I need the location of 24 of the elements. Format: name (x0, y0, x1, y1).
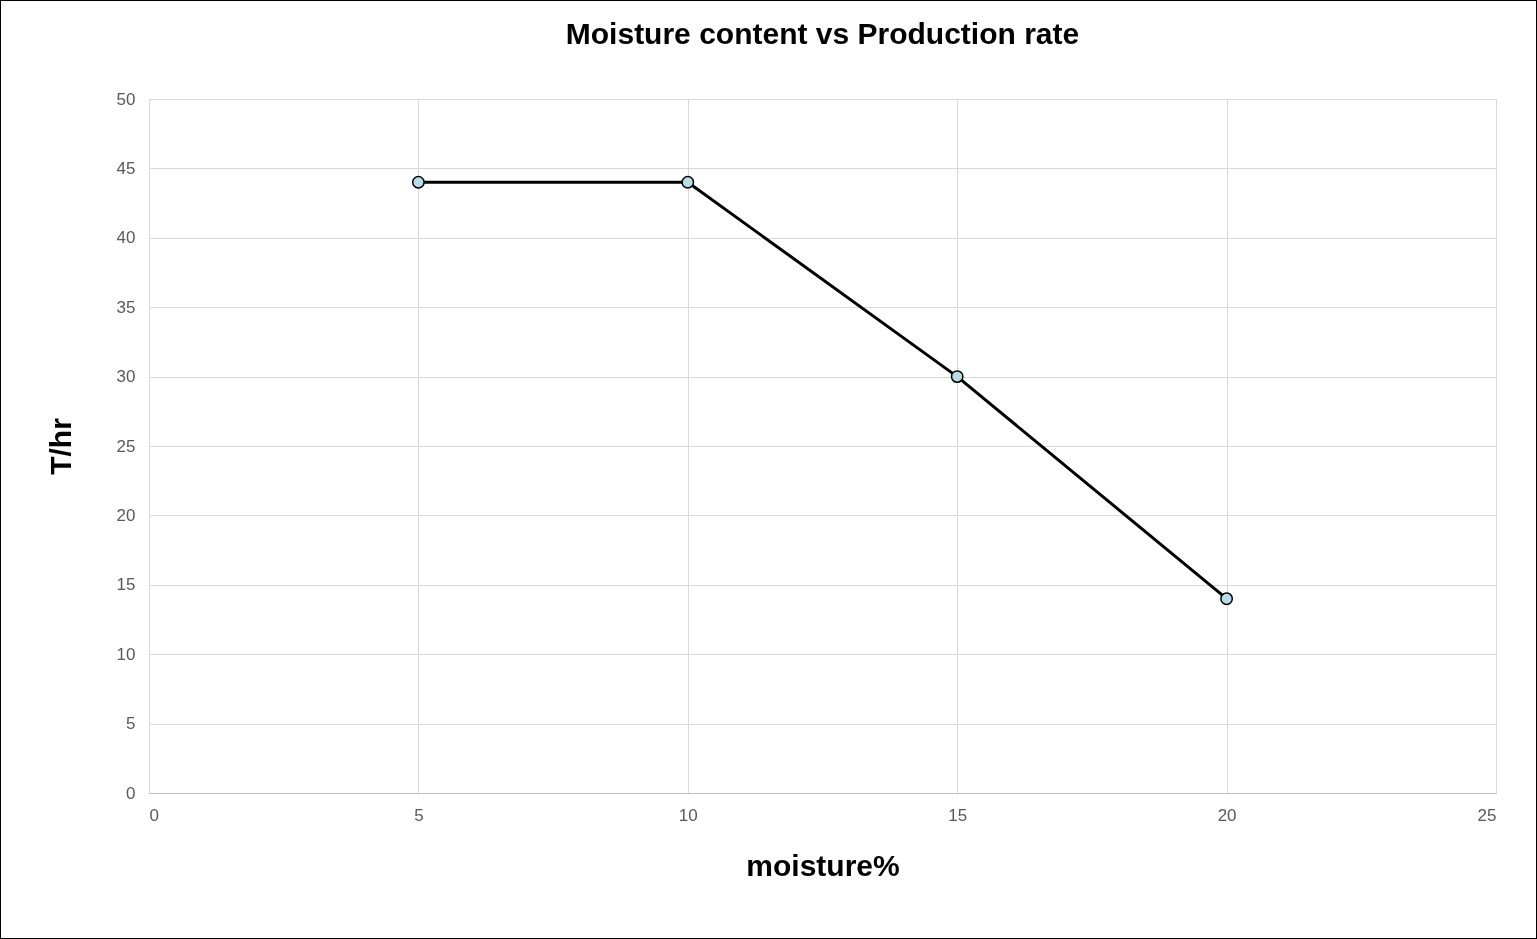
y-tick-label: 35 (116, 297, 136, 317)
y-tick-label: 10 (116, 644, 136, 664)
y-tick-label: 5 (126, 714, 136, 734)
y-tick-label: 0 (126, 783, 136, 803)
y-tick-label: 45 (116, 158, 136, 178)
x-axis-title: moisture% (746, 848, 900, 882)
x-tick-label: 20 (1217, 805, 1237, 825)
y-tick-label: 50 (116, 89, 136, 109)
y-tick-label: 30 (116, 367, 136, 387)
x-tick-label: 5 (414, 805, 424, 825)
y-axis-title: T/hr (43, 417, 77, 475)
y-tick-label: 15 (116, 575, 136, 595)
y-tick-label: 40 (116, 228, 136, 248)
x-tick-label: 0 (149, 805, 159, 825)
x-tick-label: 25 (1477, 805, 1497, 825)
point (950, 370, 964, 384)
x-tick-label: 15 (948, 805, 968, 825)
x-tick-label: 10 (678, 805, 698, 825)
point (411, 175, 425, 189)
point (681, 175, 695, 189)
chart-title: Moisture content vs Production rate (565, 17, 1080, 50)
point (1220, 592, 1234, 606)
y-tick-label: 20 (116, 505, 136, 525)
y-tick-label: 25 (116, 436, 136, 456)
